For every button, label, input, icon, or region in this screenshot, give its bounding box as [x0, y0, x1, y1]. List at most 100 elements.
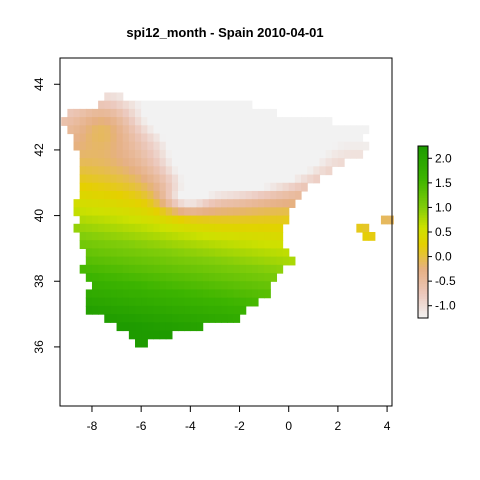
raster-cell — [79, 207, 87, 217]
legend-swatch — [418, 148, 428, 152]
raster-cell — [196, 141, 204, 151]
raster-cell — [79, 264, 87, 274]
raster-cell — [319, 117, 327, 126]
raster-cell — [294, 133, 302, 143]
raster-cell — [239, 199, 247, 208]
raster-cell — [319, 166, 327, 176]
raster-cell — [276, 125, 284, 135]
raster-cell — [362, 141, 370, 151]
legend-swatch — [418, 150, 428, 154]
legend-swatch — [418, 192, 428, 196]
raster-cell — [116, 273, 124, 282]
raster-cell — [128, 330, 136, 340]
raster-cell — [141, 297, 148, 307]
raster-cell — [202, 108, 210, 118]
raster-cell — [184, 305, 191, 315]
raster-cell — [85, 207, 93, 217]
raster-cell — [264, 174, 271, 184]
raster-cell — [91, 289, 99, 299]
raster-cell — [116, 215, 124, 225]
raster-cell — [116, 141, 124, 151]
raster-cell — [153, 314, 161, 323]
raster-cell — [153, 125, 161, 135]
raster-cell — [233, 133, 241, 143]
raster-cell — [337, 158, 345, 167]
raster-cell — [257, 248, 265, 258]
raster-cell — [178, 314, 185, 323]
raster-cell — [110, 182, 118, 192]
raster-cell — [202, 240, 210, 250]
raster-cell — [171, 273, 179, 282]
raster-cell — [147, 108, 155, 118]
raster-cell — [288, 149, 296, 159]
raster-cell — [165, 223, 173, 233]
raster-cell — [294, 117, 302, 126]
raster-cell — [344, 125, 351, 135]
raster-cell — [301, 141, 308, 151]
raster-cell — [128, 297, 136, 307]
legend-swatch — [418, 187, 428, 191]
raster-cell — [214, 108, 222, 118]
raster-cell — [190, 240, 198, 250]
raster-cell — [251, 264, 259, 274]
raster-cell — [116, 322, 124, 332]
raster-cell — [85, 223, 93, 233]
raster-cell — [221, 133, 228, 143]
raster-cell — [325, 166, 333, 176]
raster-cell — [184, 149, 191, 159]
raster-cell — [184, 297, 191, 307]
raster-cell — [141, 322, 148, 332]
raster-cell — [153, 182, 161, 192]
raster-cell — [91, 108, 99, 118]
raster-cell — [190, 223, 198, 233]
raster-cell — [245, 248, 253, 258]
raster-cell — [128, 166, 136, 176]
raster-cell — [159, 281, 167, 291]
raster-cell — [147, 182, 155, 192]
legend-tick-label: 0.0 — [435, 250, 452, 264]
raster-cell — [350, 133, 357, 143]
raster-cell — [270, 166, 278, 176]
legend-swatch — [418, 246, 428, 250]
raster-cell — [208, 256, 216, 266]
x-tick-label: -2 — [234, 419, 245, 433]
raster-cell — [245, 100, 253, 110]
raster-cell — [135, 182, 142, 192]
x-axis: -8 -6 -4 -2 0 2 4 — [87, 405, 391, 433]
raster-cell — [276, 190, 284, 200]
raster-cell — [178, 174, 185, 184]
raster-cell — [104, 125, 112, 135]
raster-cell — [128, 190, 136, 200]
raster-cell — [73, 141, 81, 151]
raster-cell — [257, 166, 265, 176]
raster-cell — [257, 190, 265, 200]
raster-cell — [178, 322, 185, 332]
raster-cell — [91, 256, 99, 266]
raster-cell — [85, 190, 93, 200]
raster-cell — [178, 125, 185, 135]
legend-swatch — [418, 298, 428, 302]
raster-cell — [147, 289, 155, 299]
raster-cell — [202, 166, 210, 176]
raster-cell — [153, 108, 161, 118]
raster-cell — [178, 289, 185, 299]
x-tick-label: -6 — [136, 419, 147, 433]
raster-cell — [227, 182, 234, 192]
raster-cell — [165, 174, 173, 184]
raster-cell — [116, 149, 124, 159]
raster-cell — [276, 256, 284, 266]
raster-cell — [104, 314, 112, 323]
raster-cell — [104, 133, 112, 143]
legend-swatch — [418, 305, 428, 309]
legend-swatch — [418, 313, 428, 317]
raster-cell — [153, 133, 161, 143]
raster-cell — [294, 166, 302, 176]
raster-cell — [270, 108, 278, 118]
raster-cell — [110, 305, 118, 315]
raster-cell — [165, 256, 173, 266]
raster-cell — [153, 297, 161, 307]
raster-cell — [208, 125, 216, 135]
raster-cell — [73, 108, 81, 118]
raster-cell — [104, 256, 112, 266]
raster-cell — [165, 133, 173, 143]
